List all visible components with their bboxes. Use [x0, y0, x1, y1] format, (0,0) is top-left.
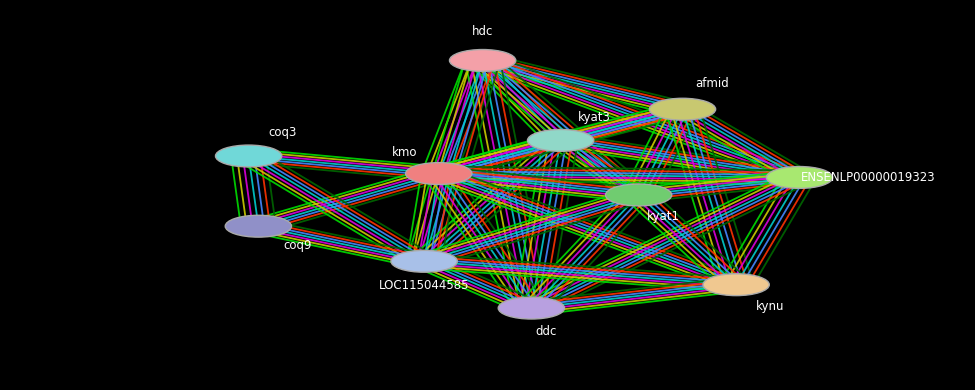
Text: kynu: kynu	[756, 300, 785, 313]
Text: coq9: coq9	[283, 239, 312, 252]
Text: kmo: kmo	[392, 145, 417, 159]
Text: hdc: hdc	[472, 25, 493, 38]
Text: LOC115044585: LOC115044585	[379, 279, 469, 292]
Ellipse shape	[605, 184, 672, 206]
Ellipse shape	[527, 129, 594, 151]
Text: ddc: ddc	[535, 325, 557, 338]
Text: coq3: coq3	[268, 126, 297, 139]
Ellipse shape	[703, 274, 769, 296]
Ellipse shape	[449, 50, 516, 71]
Ellipse shape	[391, 250, 457, 272]
Ellipse shape	[215, 145, 282, 167]
Text: afmid: afmid	[695, 77, 728, 90]
Text: kyat3: kyat3	[578, 110, 611, 124]
Ellipse shape	[406, 163, 472, 184]
Ellipse shape	[649, 98, 716, 120]
Ellipse shape	[225, 215, 292, 237]
Ellipse shape	[498, 297, 565, 319]
Ellipse shape	[766, 167, 833, 188]
Text: kyat1: kyat1	[646, 210, 680, 223]
Text: ENSENLP00000019323: ENSENLP00000019323	[800, 171, 935, 184]
